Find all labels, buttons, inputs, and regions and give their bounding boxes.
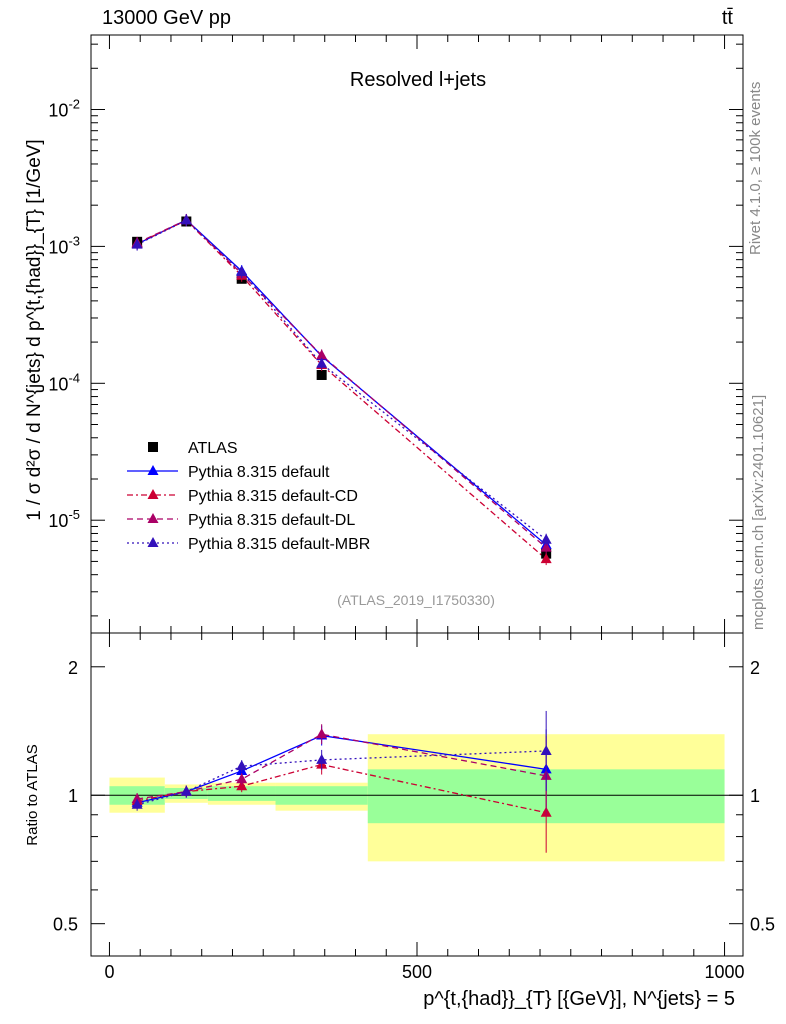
ratio-data-point	[180, 785, 192, 796]
main-series-line	[136, 219, 547, 560]
legend-marker	[147, 465, 159, 475]
ratio-y-tick-label-right: 0.5	[750, 915, 775, 935]
plot-title: Resolved l+jets	[350, 69, 486, 91]
ratio-data-point	[236, 773, 248, 784]
x-tick-label: 0	[104, 962, 114, 982]
ratio-y-tick-label-right: 2	[750, 658, 760, 678]
ratio-y-tick-label: 1	[68, 786, 78, 806]
legend-marker-atlas	[148, 442, 158, 452]
analysis-id: (ATLAS_2019_I1750330)	[337, 592, 495, 608]
mcplots-label: mcplots.cern.ch [arXiv:2401.10621]	[750, 395, 767, 630]
ratio-data-point	[316, 728, 328, 739]
main-y-tick-exponent: -2	[68, 96, 80, 111]
mc-data-point	[131, 238, 143, 249]
ratio-data-point	[316, 753, 328, 764]
ratio-data-point	[236, 760, 248, 771]
atlas-data-point	[316, 369, 327, 380]
ratio-y-axis-label: Ratio to ATLAS	[24, 744, 41, 845]
legend-label: Pythia 8.315 default-DL	[188, 512, 355, 529]
legend-marker	[147, 513, 159, 523]
energy-label: 13000 GeV pp	[102, 7, 231, 29]
main-y-tick-exponent: -4	[68, 370, 80, 385]
legend-label: Pythia 8.315 default	[188, 464, 330, 481]
legend-label: Pythia 8.315 default-MBR	[188, 536, 370, 553]
main-y-axis-label: 1 / σ d²σ / d N^{jets} d p^{t,{had}}_{T}…	[24, 139, 45, 520]
x-axis: 0 500 1000	[104, 35, 745, 982]
main-y-tick-label: 10-3	[48, 233, 80, 257]
main-y-tick-label: 10-2	[48, 96, 80, 120]
ratio-series-line	[137, 733, 547, 800]
main-y-tick-exponent: -3	[68, 233, 80, 248]
ratio-y-tick-label-right: 1	[750, 786, 760, 806]
x-tick-label: 1000	[705, 962, 745, 982]
ratio-plot: 0.5 1 2 0.5 1 2 Ratio to ATLAS	[24, 632, 775, 957]
legend-marker	[147, 489, 159, 499]
mc-data-point	[316, 349, 328, 360]
mc-data-point	[316, 357, 328, 368]
mc-data-point	[540, 533, 552, 544]
main-y-tick-label: 10-4	[48, 370, 80, 394]
main-y-tick-exponent: -5	[68, 507, 80, 522]
uncertainty-band-green	[207, 786, 276, 801]
legend-label: Pythia 8.315 default-CD	[188, 488, 358, 505]
ratio-y-tick-label: 2	[68, 658, 78, 678]
process-label: tt̄	[722, 7, 734, 29]
mc-data-point	[540, 553, 552, 564]
mc-data-point	[180, 214, 192, 225]
mc-data-point	[236, 266, 248, 277]
mc-data-point	[540, 541, 552, 552]
legend-marker	[147, 537, 159, 547]
ratio-y-tick-label: 0.5	[53, 915, 78, 935]
legend: ATLAS Pythia 8.315 default Pythia 8.315 de…	[127, 440, 370, 553]
x-axis-label: p^{t,{had}}_{T} [{GeV}], N^{jets} = 5	[423, 988, 735, 1010]
legend-label: ATLAS	[188, 440, 238, 457]
x-tick-label: 500	[402, 962, 432, 982]
main-plot: 10-5 10-4 10-3 10-2 Resolved l+jets (ATLAS_…	[24, 34, 744, 634]
rivet-label: Rivet 4.1.0, ≥ 100k events	[747, 82, 764, 255]
ratio-data-point	[540, 744, 552, 755]
main-y-tick-label: 10-5	[48, 507, 80, 531]
ratio-data-point	[131, 798, 143, 809]
ratio-data-point	[131, 792, 143, 803]
